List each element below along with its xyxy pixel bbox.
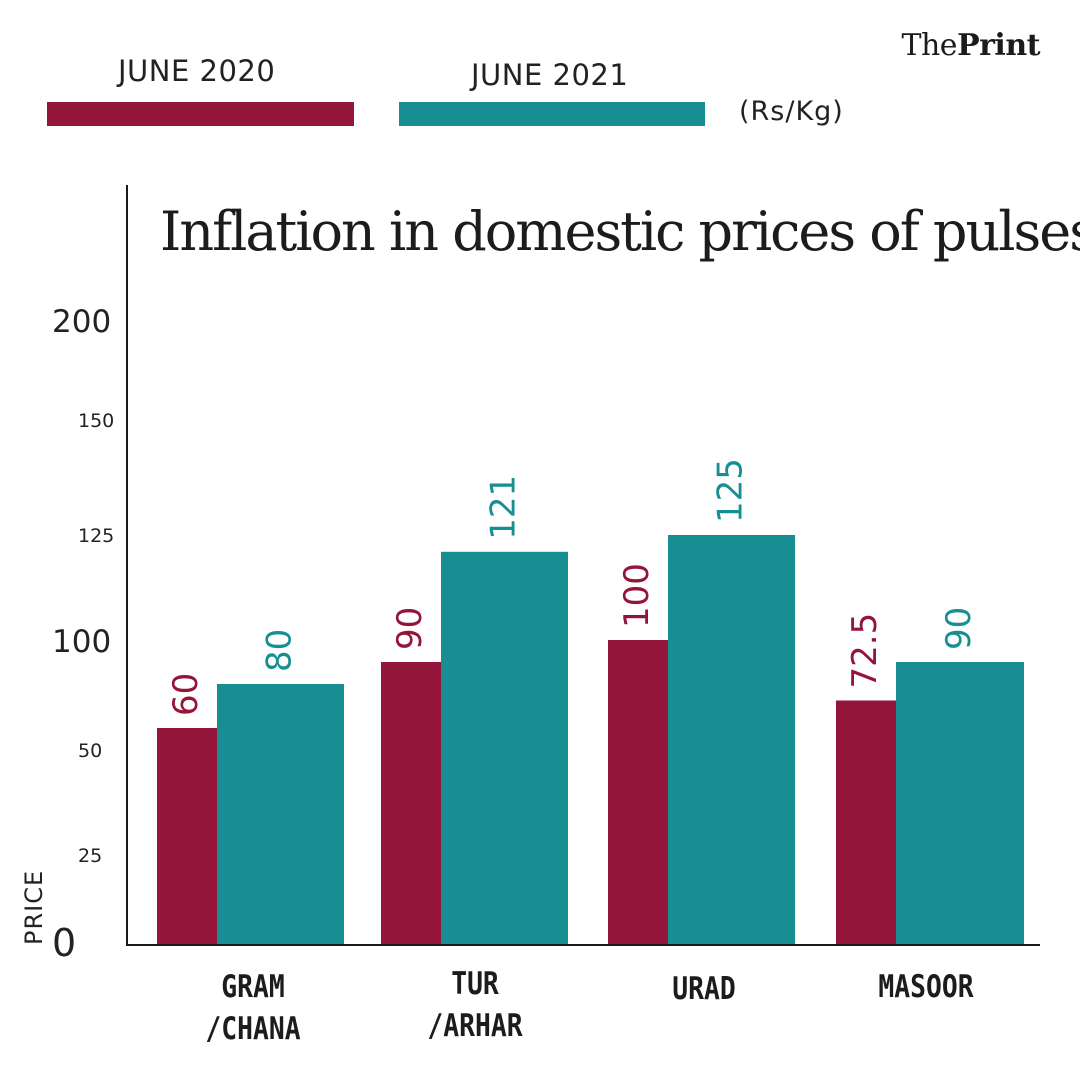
- data-label: 90: [939, 607, 979, 650]
- bar: [441, 551, 568, 944]
- data-label: 90: [390, 607, 430, 650]
- data-label: 125: [711, 458, 751, 523]
- data-label: 100: [617, 563, 657, 628]
- bar: [668, 535, 795, 944]
- category-label-gram-chana: GRAM/CHANA: [205, 969, 301, 1047]
- data-label: 72.5: [845, 613, 885, 689]
- legend-swatch-june-2021: [399, 102, 705, 126]
- bar: [217, 684, 344, 944]
- bar: [381, 662, 441, 944]
- bar: [896, 662, 1024, 944]
- y-tick-label: 50: [78, 740, 102, 762]
- bar: [608, 640, 668, 944]
- category-label-masoor: MASOOR: [878, 969, 974, 1005]
- y-tick-label: 100: [52, 624, 111, 660]
- y-tick-label: 0: [52, 921, 76, 965]
- legend-label-june-2020: JUNE 2020: [118, 54, 276, 88]
- data-label: 60: [166, 673, 206, 716]
- y-axis-label: PRICE: [20, 869, 48, 945]
- data-label: 80: [260, 629, 300, 672]
- category-label-tur-arhar: TUR/ARHAR: [427, 966, 523, 1044]
- y-tick-label: 200: [52, 304, 111, 340]
- y-tick-label: 125: [78, 525, 114, 547]
- legend-swatch-june-2020: [47, 102, 354, 126]
- y-tick-label: 150: [78, 410, 114, 432]
- category-label-urad: URAD: [672, 971, 736, 1007]
- data-label: 121: [484, 475, 524, 540]
- chart-title: Inflation in domestic prices of pulses: [160, 200, 1080, 263]
- bar: [157, 728, 217, 944]
- bar: [836, 700, 896, 944]
- legend-label-june-2021: JUNE 2021: [471, 58, 629, 92]
- brand-logo: ThePrint: [901, 28, 1040, 63]
- y-tick-label: 25: [78, 845, 102, 867]
- unit-label: (Rs/Kg): [739, 96, 844, 127]
